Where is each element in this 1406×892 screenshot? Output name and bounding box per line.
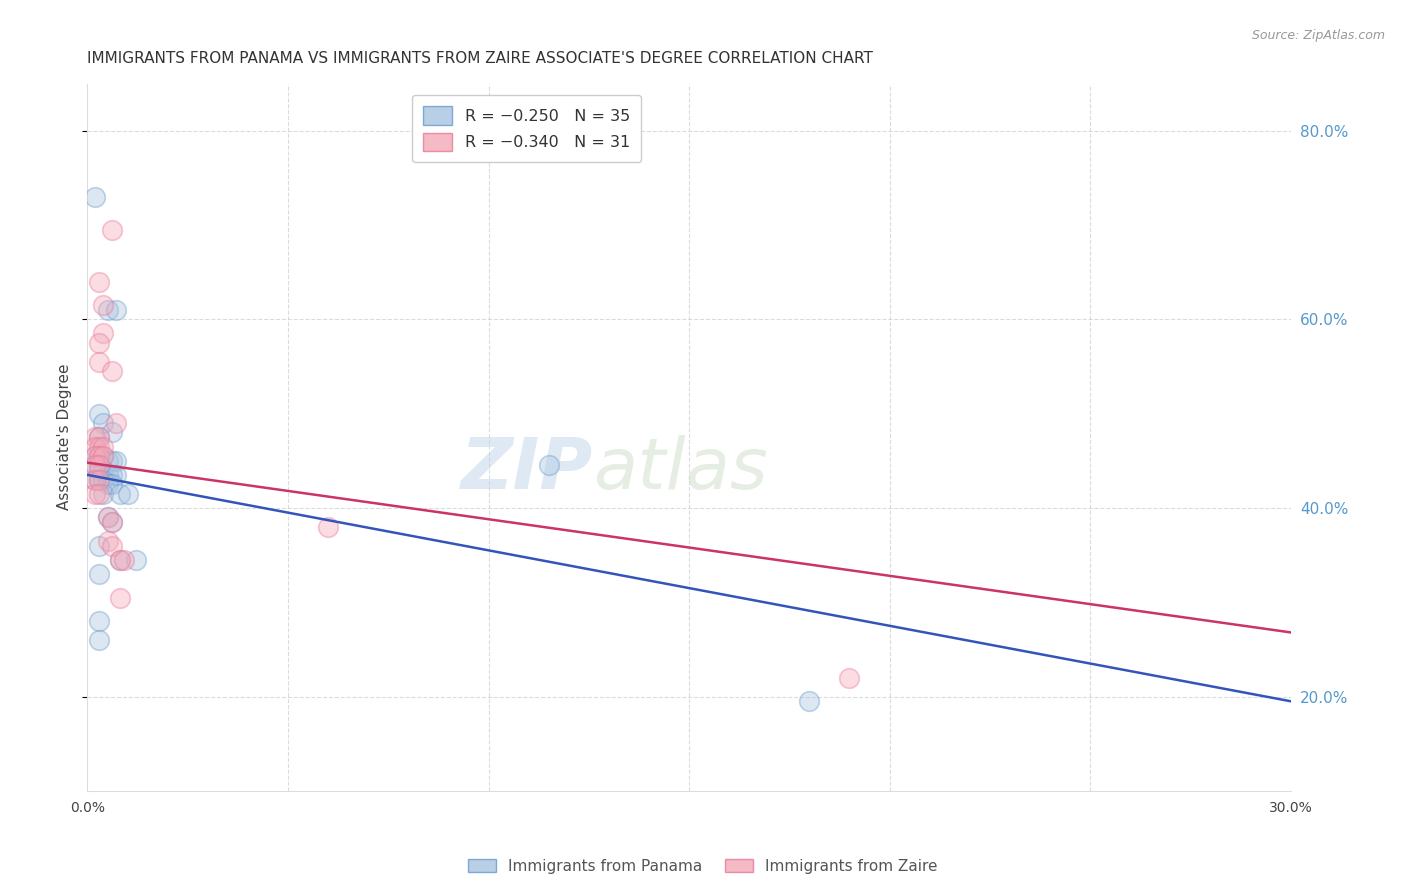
Point: [84, 430, 107, 444]
Point: [93, 487, 115, 501]
Point: [84, 487, 107, 501]
Point: [93, 473, 115, 487]
Point: [100, 515, 122, 529]
Point: [89, 463, 111, 477]
Point: [108, 591, 131, 605]
Point: [89, 632, 111, 647]
Point: [93, 440, 115, 454]
Point: [117, 487, 139, 501]
Point: [100, 223, 122, 237]
Point: [96, 533, 118, 548]
Point: [89, 407, 111, 421]
Text: Source: ZipAtlas.com: Source: ZipAtlas.com: [1251, 29, 1385, 42]
Point: [89, 440, 111, 454]
Point: [84, 473, 107, 487]
Point: [84, 473, 107, 487]
Point: [316, 520, 339, 534]
Point: [84, 189, 107, 203]
Point: [104, 467, 127, 482]
Point: [93, 298, 115, 312]
Point: [89, 539, 111, 553]
Point: [89, 458, 111, 473]
Point: [89, 430, 111, 444]
Point: [96, 510, 118, 524]
Point: [104, 454, 127, 468]
Point: [84, 440, 107, 454]
Point: [96, 467, 118, 482]
Legend: Immigrants from Panama, Immigrants from Zaire: Immigrants from Panama, Immigrants from …: [463, 853, 943, 880]
Point: [89, 614, 111, 628]
Text: atlas: atlas: [593, 434, 768, 503]
Point: [89, 275, 111, 289]
Point: [89, 487, 111, 501]
Point: [104, 302, 127, 317]
Point: [89, 355, 111, 369]
Point: [93, 463, 115, 477]
Point: [89, 430, 111, 444]
Point: [89, 335, 111, 350]
Point: [104, 416, 127, 430]
Point: [93, 449, 115, 463]
Point: [96, 477, 118, 491]
Point: [84, 449, 107, 463]
Point: [112, 553, 135, 567]
Point: [124, 553, 146, 567]
Point: [537, 458, 560, 473]
Point: [108, 553, 131, 567]
Point: [100, 539, 122, 553]
Point: [108, 553, 131, 567]
Point: [799, 694, 821, 708]
Y-axis label: Associate's Degree: Associate's Degree: [58, 364, 72, 510]
Point: [89, 473, 111, 487]
Point: [100, 454, 122, 468]
Point: [89, 566, 111, 581]
Point: [84, 458, 107, 473]
Point: [100, 425, 122, 440]
Text: ZIP: ZIP: [461, 434, 593, 503]
Point: [100, 477, 122, 491]
Point: [100, 364, 122, 378]
Point: [84, 449, 107, 463]
Point: [96, 302, 118, 317]
Point: [100, 515, 122, 529]
Point: [84, 458, 107, 473]
Point: [89, 449, 111, 463]
Text: IMMIGRANTS FROM PANAMA VS IMMIGRANTS FROM ZAIRE ASSOCIATE'S DEGREE CORRELATION C: IMMIGRANTS FROM PANAMA VS IMMIGRANTS FRO…: [87, 51, 873, 66]
Point: [96, 454, 118, 468]
Point: [100, 467, 122, 482]
Point: [93, 326, 115, 341]
Point: [838, 671, 860, 685]
Point: [89, 449, 111, 463]
Point: [93, 449, 115, 463]
Point: [89, 473, 111, 487]
Point: [96, 510, 118, 524]
Point: [93, 416, 115, 430]
Legend: R = −0.250   N = 35, R = −0.340   N = 31: R = −0.250 N = 35, R = −0.340 N = 31: [412, 95, 641, 162]
Point: [108, 487, 131, 501]
